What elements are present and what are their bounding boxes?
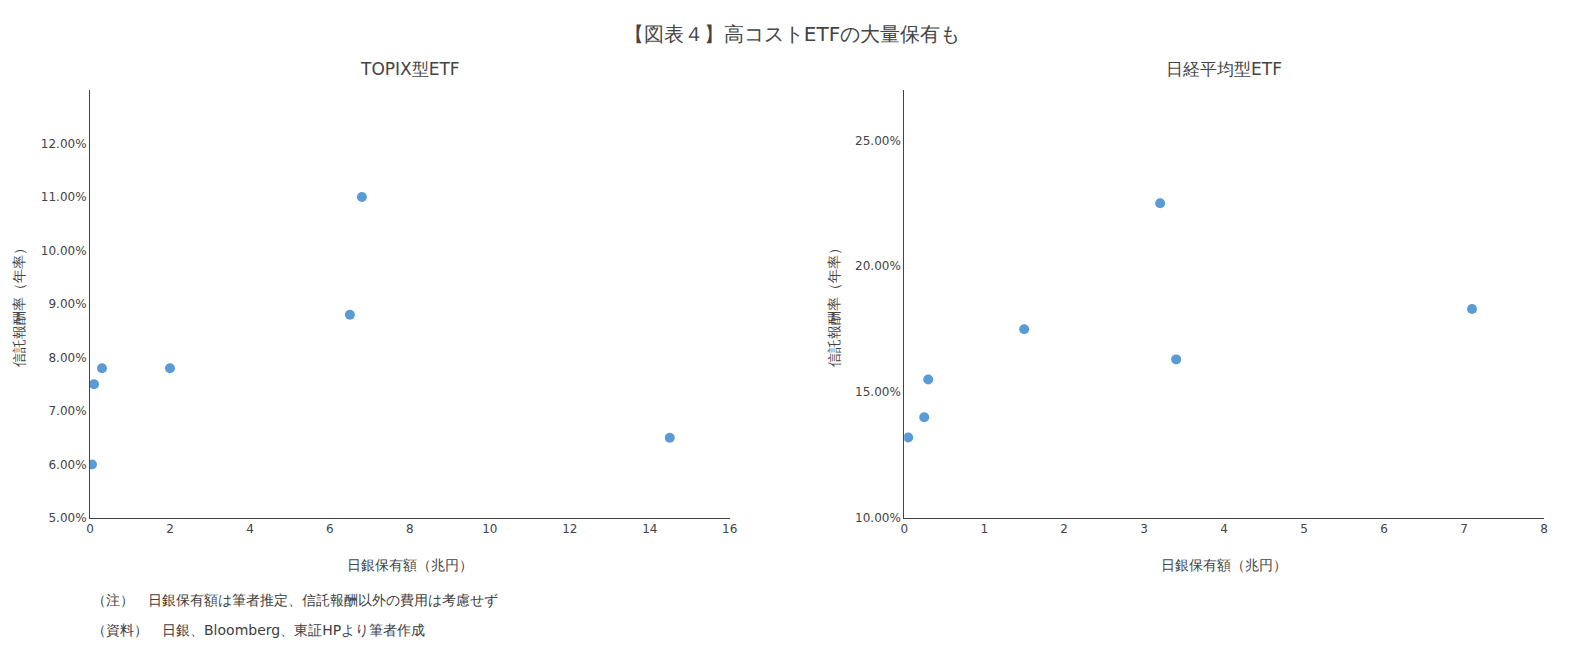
svg-text:信託報酬率（年率）: 信託報酬率（年率） (826, 241, 842, 367)
svg-text:2: 2 (1060, 522, 1068, 536)
svg-text:12.00%: 12.00% (41, 137, 87, 151)
svg-text:5: 5 (1300, 522, 1308, 536)
svg-text:4: 4 (246, 522, 254, 536)
svg-text:（注） 日銀保有額は筆者推定、信託報酬以外の費用は考慮せず: （注） 日銀保有額は筆者推定、信託報酬以外の費用は考慮せず (92, 592, 498, 608)
svg-text:10.00%: 10.00% (41, 244, 87, 258)
svg-text:6: 6 (326, 522, 334, 536)
svg-text:【図表４】高コストETFの大量保有も: 【図表４】高コストETFの大量保有も (624, 22, 960, 46)
svg-text:8.00%: 8.00% (48, 351, 86, 365)
svg-text:12: 12 (562, 522, 577, 536)
svg-text:5.00%: 5.00% (48, 511, 86, 525)
svg-text:日経平均型ETF: 日経平均型ETF (1166, 59, 1282, 79)
svg-text:TOPIX型ETF: TOPIX型ETF (360, 59, 460, 79)
svg-text:11.00%: 11.00% (41, 190, 87, 204)
svg-text:20.00%: 20.00% (855, 259, 901, 273)
svg-text:6.00%: 6.00% (48, 458, 86, 472)
svg-text:6: 6 (1380, 522, 1388, 536)
svg-text:（資料） 日銀、Bloomberg、東証HPより筆者作成: （資料） 日銀、Bloomberg、東証HPより筆者作成 (92, 622, 425, 638)
svg-text:7.00%: 7.00% (48, 404, 86, 418)
svg-text:0: 0 (900, 522, 908, 536)
svg-text:4: 4 (1220, 522, 1228, 536)
svg-text:10: 10 (482, 522, 497, 536)
svg-text:信託報酬率（年率）: 信託報酬率（年率） (11, 241, 27, 367)
svg-text:0: 0 (86, 522, 94, 536)
svg-text:15.00%: 15.00% (855, 385, 901, 399)
svg-text:日銀保有額（兆円）: 日銀保有額（兆円） (1161, 557, 1287, 573)
svg-text:8: 8 (406, 522, 414, 536)
svg-text:9.00%: 9.00% (48, 297, 86, 311)
svg-text:16: 16 (722, 522, 737, 536)
svg-text:日銀保有額（兆円）: 日銀保有額（兆円） (347, 557, 473, 573)
svg-text:1: 1 (980, 522, 988, 536)
svg-text:10.00%: 10.00% (855, 511, 901, 525)
svg-text:14: 14 (642, 522, 657, 536)
svg-text:3: 3 (1140, 522, 1148, 536)
svg-text:25.00%: 25.00% (855, 134, 901, 148)
svg-text:7: 7 (1460, 522, 1468, 536)
svg-text:2: 2 (166, 522, 174, 536)
svg-text:8: 8 (1540, 522, 1548, 536)
